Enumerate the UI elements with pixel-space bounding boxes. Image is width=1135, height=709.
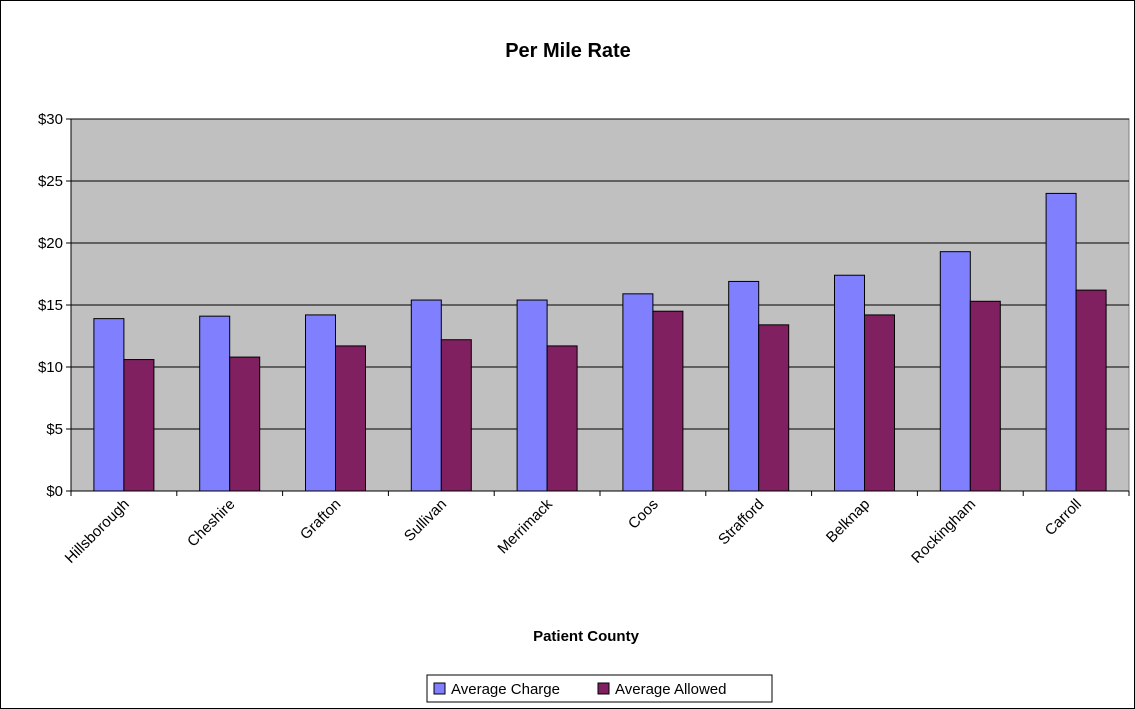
legend: Average Charge Average Allowed (426, 674, 773, 703)
bar-average-charge (834, 274, 865, 492)
legend-label-average-charge: Average Charge (451, 681, 560, 698)
x-tick-label: Coos (625, 496, 662, 533)
bar-average-allowed (652, 310, 684, 492)
x-tick-label: Cheshire (184, 496, 238, 550)
x-tick-label: Merrimack (494, 495, 556, 557)
x-tick-label: Rockingham (908, 496, 979, 567)
bar-average-allowed (1075, 289, 1107, 492)
x-axis-title: Patient County (533, 628, 639, 645)
y-tick-label: $0 (46, 483, 63, 500)
bar-average-allowed (969, 300, 1001, 492)
y-tick-label: $15 (38, 297, 63, 314)
x-tick-label: Hillsborough (62, 496, 133, 567)
legend-swatch-average-allowed (597, 682, 610, 695)
bars (93, 192, 1107, 492)
x-tick-label: Carroll (1042, 496, 1085, 539)
bar-average-charge (516, 299, 548, 492)
bar-average-allowed (335, 345, 366, 492)
bar-average-allowed (758, 324, 790, 492)
legend-label-average-allowed: Average Allowed (615, 681, 726, 698)
bar-average-charge (1045, 192, 1077, 492)
bar-average-allowed (440, 339, 472, 492)
bar-average-charge (728, 280, 760, 492)
x-tick-label: Sullivan (401, 496, 450, 545)
bar-average-allowed (229, 356, 261, 492)
y-tick-label: $30 (38, 111, 63, 128)
axes (66, 118, 1130, 496)
bar-average-charge (305, 314, 336, 492)
bar-average-allowed (123, 359, 155, 492)
bar-average-charge (199, 315, 231, 492)
bar-average-charge (622, 293, 654, 492)
y-tick-label: $20 (38, 235, 63, 252)
x-tick-label: Strafford (715, 496, 768, 549)
bar-average-allowed (864, 314, 895, 492)
y-tick-label: $25 (38, 173, 63, 190)
y-tick-label: $10 (38, 359, 63, 376)
chart-title: Per Mile Rate (505, 40, 631, 62)
bar-average-charge (939, 251, 971, 492)
bar-average-charge (410, 299, 442, 492)
y-tick-label: $5 (46, 421, 63, 438)
x-tick-label: Grafton (297, 496, 344, 543)
y-tick-labels: $0 $5 $10 $15 $20 $25 $30 (38, 111, 63, 500)
legend-swatch-average-charge (433, 682, 446, 695)
bar-average-allowed (546, 345, 578, 492)
x-tick-label: Belknap (823, 496, 873, 546)
bar-average-charge (93, 318, 125, 492)
x-tick-labels: Hillsborough Cheshire Grafton Sullivan Merri… (62, 495, 1085, 566)
